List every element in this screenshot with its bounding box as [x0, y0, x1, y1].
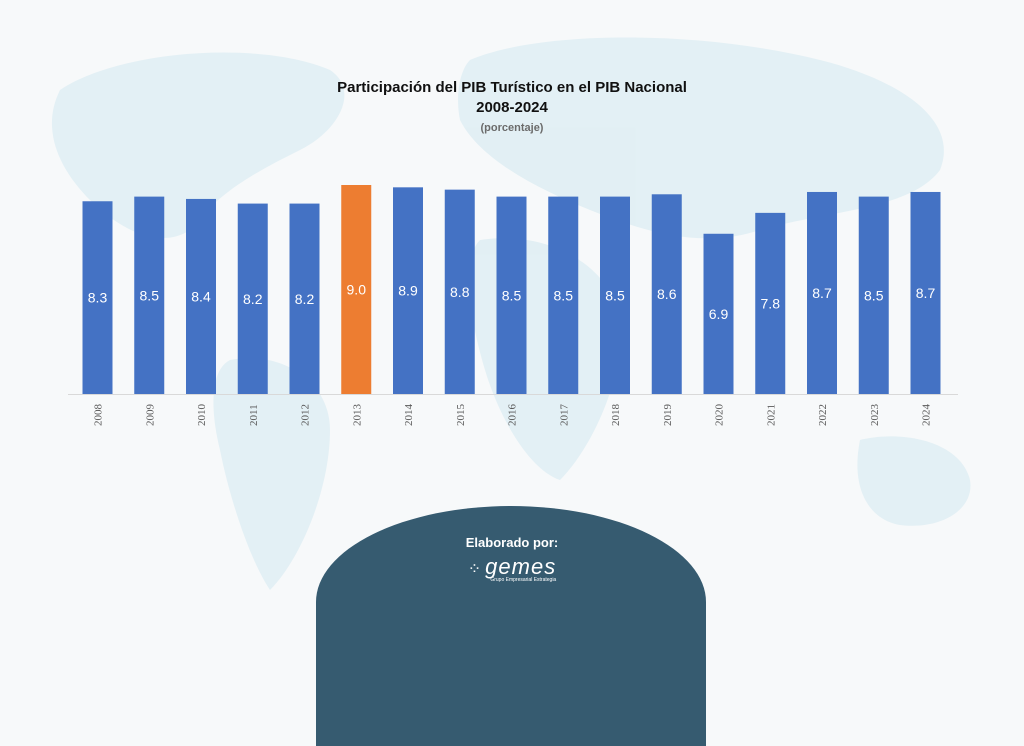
bar-value-label: 8.3: [88, 290, 108, 306]
bar-value-label: 8.4: [191, 288, 211, 304]
world-map-background: [51, 37, 971, 590]
bar-2009: [134, 196, 165, 394]
bar-2018: [600, 196, 630, 394]
bar-value-label: 8.6: [657, 286, 677, 302]
x-tick-label: 2008: [93, 404, 105, 427]
chart-title: Participación del PIB Turístico en el PI…: [337, 79, 687, 96]
bar-2015: [444, 189, 475, 394]
x-tick-label: 2010: [196, 404, 208, 427]
bar-2016: [496, 196, 527, 394]
bar-value-label: 8.9: [398, 283, 418, 299]
gemes-logo: ⁘ gemes Grupo Empresarial Estrategia: [468, 554, 556, 583]
x-tick-label: 2015: [455, 404, 467, 427]
bar-value-label: 7.8: [761, 295, 781, 311]
bar-value-label: 8.2: [243, 291, 263, 307]
x-tick-label: 2016: [507, 404, 519, 427]
bar-value-label: 8.5: [864, 287, 884, 303]
bar-2012: [289, 203, 320, 394]
bar-value-label: 8.8: [450, 284, 470, 300]
x-tick-label: 2019: [662, 404, 674, 427]
chart-subtitle: (porcentaje): [480, 122, 544, 134]
bar-2017: [548, 196, 579, 394]
bar-value-label: 8.5: [502, 287, 522, 303]
x-tick-label: 2014: [403, 404, 415, 427]
bar-value-label: 8.5: [605, 287, 625, 303]
bar-2023: [858, 196, 889, 394]
x-tick-label: 2023: [869, 404, 881, 427]
bar-value-label: 6.9: [709, 306, 729, 322]
bar-value-label: 9.0: [347, 282, 367, 298]
bar-2014: [393, 187, 423, 394]
bar-2022: [807, 191, 837, 394]
bar-2019: [651, 194, 682, 394]
bar-value-label: 8.7: [916, 285, 936, 301]
logo-text: gemes: [485, 554, 557, 579]
bar-2008: [82, 201, 113, 394]
bar-value-label: 8.7: [812, 285, 832, 301]
bar-2011: [237, 203, 268, 394]
logo-subtext: Grupo Empresarial Estrategia: [490, 577, 557, 583]
bar-2021: [755, 212, 786, 394]
bar-value-label: 8.2: [295, 291, 315, 307]
x-tick-label: 2009: [144, 404, 156, 427]
credit-block: Elaborado por: ⁘ gemes Grupo Empresarial…: [0, 535, 1024, 583]
x-tick-label: 2022: [817, 404, 829, 426]
x-tick-label: 2024: [921, 404, 933, 427]
chart-title-years: 2008-2024: [476, 99, 548, 116]
chart-title-block: Participación del PIB Turístico en el PI…: [0, 78, 1024, 136]
credit-label: Elaborado por:: [465, 535, 559, 550]
x-tick-label: 2013: [351, 404, 363, 427]
x-tick-label: 2021: [765, 404, 777, 426]
x-tick-label: 2017: [558, 404, 570, 427]
bar-value-label: 8.5: [140, 287, 160, 303]
bar-2013: [341, 185, 372, 394]
bar-2020: [703, 233, 734, 394]
bar-chart: 8.3 8.5 8.4 8.2 8.2 9.0 8.9 8.8 8.5 8.5 8.5 8.6 6.9 7…: [68, 185, 958, 427]
bar-2010: [186, 198, 216, 394]
x-tick-label: 2018: [610, 404, 622, 427]
bar-value-label: 8.5: [554, 287, 574, 303]
x-tick-label: 2012: [300, 404, 312, 426]
bar-2024: [910, 191, 941, 394]
x-tick-label: 2020: [714, 404, 726, 427]
logo-dots-icon: ⁘: [467, 560, 482, 578]
x-tick-label: 2011: [248, 404, 260, 426]
